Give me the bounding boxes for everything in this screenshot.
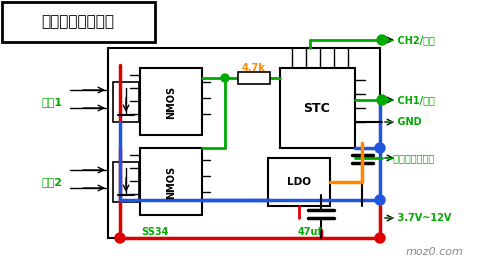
Bar [280,68,355,148]
Bar [238,72,270,84]
Circle shape [377,35,387,45]
Bar [2,2,155,42]
Circle shape [375,233,385,243]
Circle shape [221,74,229,82]
Text: ← CH1/前后: ← CH1/前后 [386,95,435,105]
Bar [108,48,380,238]
Text: LDO: LDO [287,177,311,187]
Text: SS34: SS34 [141,227,169,237]
Text: ← GND: ← GND [386,117,422,127]
Text: ←低电平禁止混控: ←低电平禁止混控 [386,153,435,163]
Bar [140,68,202,135]
Bar [113,82,139,122]
Text: moz0.com: moz0.com [406,247,464,257]
Text: 电机1: 电机1 [41,97,62,107]
Text: STC: STC [303,101,330,115]
Bar [113,162,139,202]
Circle shape [115,233,125,243]
Circle shape [375,143,385,153]
Text: 4.7k: 4.7k [242,63,266,73]
Text: NMOS: NMOS [166,166,176,199]
Text: ← 3.7V~12V: ← 3.7V~12V [386,213,452,223]
Bar [268,158,330,206]
Circle shape [377,95,387,105]
Text: NMOS: NMOS [166,86,176,119]
Text: 47uf: 47uf [297,227,322,237]
Text: 电机2: 电机2 [41,177,62,187]
Text: 萝丽双路单向电调: 萝丽双路单向电调 [41,15,114,30]
Text: ← CH2/转向: ← CH2/转向 [386,35,435,45]
Bar [140,148,202,215]
Circle shape [375,195,385,205]
